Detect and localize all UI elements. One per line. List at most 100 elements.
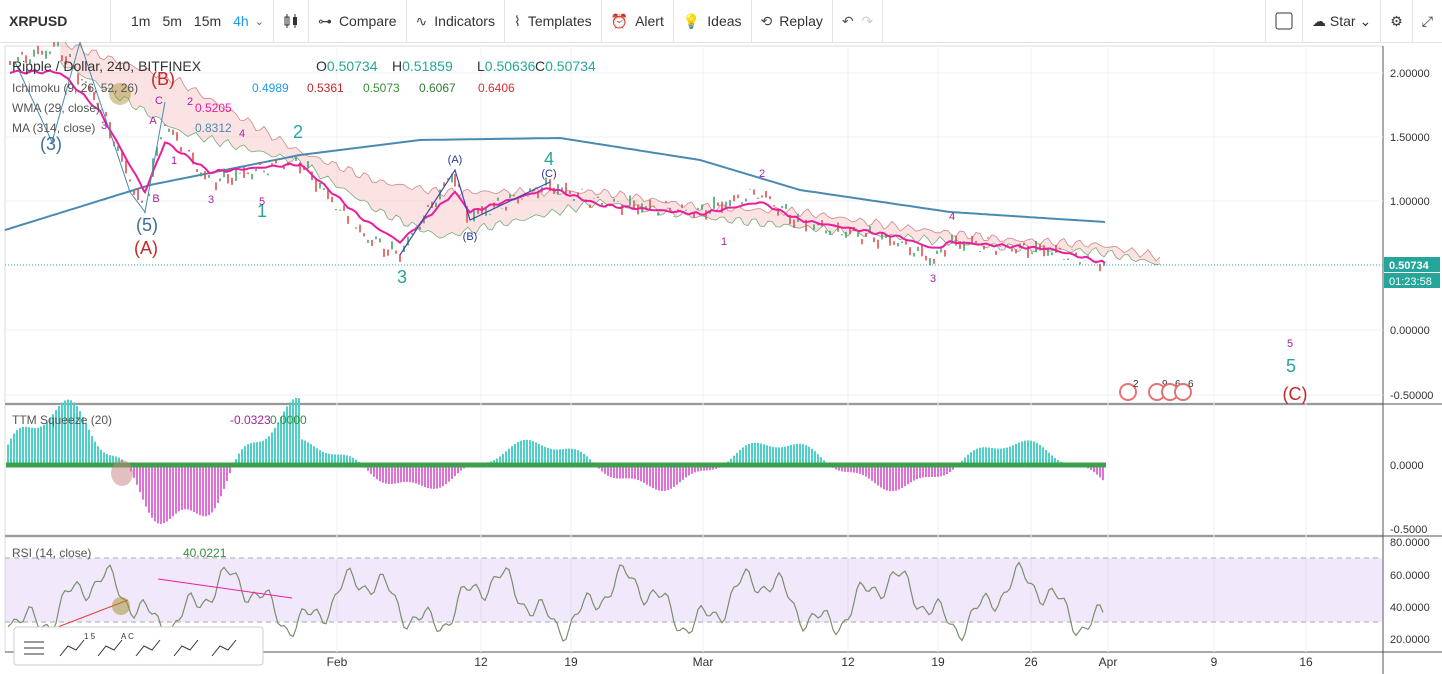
wave-label: (C)	[541, 168, 556, 180]
pane-title: TTM Squeeze (20)	[12, 413, 112, 427]
indicator-name: Ichimoku (9, 26, 52, 26)	[12, 81, 138, 95]
trend-line	[157, 578, 293, 599]
indicator-value: 0.6067	[419, 81, 456, 95]
rsi-tick: 40.0000	[1390, 602, 1430, 614]
event-flag	[1174, 383, 1192, 401]
toolbar-button[interactable]: ⌇ Templates	[505, 0, 602, 42]
marker	[111, 460, 133, 486]
wave-line	[399, 168, 551, 256]
tool-icon[interactable]	[24, 641, 44, 655]
cloud-edge	[59, 60, 1161, 266]
undo[interactable]: ↶ ↷	[833, 0, 884, 42]
time-tick: 12	[474, 655, 488, 669]
toolbar-button[interactable]: ⏰ Alert	[602, 0, 674, 42]
wave-label: 5	[259, 196, 265, 208]
fullscreen[interactable]: ⤢	[1421, 12, 1433, 29]
tool-icon[interactable]	[173, 639, 199, 657]
event-count: 2	[1133, 379, 1139, 390]
pane-value: 0.0000	[270, 413, 307, 427]
time-tick: 19	[564, 655, 578, 669]
toolbar-button[interactable]: ∿ Indicators	[407, 0, 505, 42]
ohlc: O0.50734	[316, 58, 378, 74]
wave-label: 3	[397, 267, 407, 287]
wave-label: 3	[208, 194, 214, 206]
ichimoku-cloud	[60, 42, 1160, 265]
pane-title: RSI (14, close)	[12, 546, 91, 560]
tool-icon[interactable]	[211, 639, 237, 657]
ttm-tick: -0.5000	[1390, 524, 1427, 536]
chart: 2.00000 1.50000 1.00000 0.00000 -0.50000 0.50…	[4, 42, 1442, 674]
symbol[interactable]: XRPUSD	[0, 0, 111, 42]
ohlc-key: L	[477, 58, 485, 74]
indicator-value: 0.5205	[195, 101, 232, 115]
button-label: Ideas	[707, 13, 742, 29]
marker	[109, 83, 131, 105]
rsi-tick: 20.0000	[1390, 634, 1430, 646]
ohlc-key: O	[316, 58, 327, 74]
rsi-band	[5, 558, 1383, 622]
ma-line	[4, 136, 1106, 231]
wma-line	[9, 69, 1106, 264]
price-tick: 2.00000	[1390, 68, 1430, 80]
layout-icon	[1275, 12, 1293, 30]
legend-title: Ripple / Dollar, 240, BITFINEX	[12, 58, 202, 74]
interval[interactable]: 15m	[193, 13, 222, 29]
star-label: Star	[1329, 13, 1356, 29]
pane-value: 40.0221	[183, 546, 227, 560]
time-tick: 9	[1211, 655, 1218, 669]
price-tick: 1.50000	[1390, 132, 1430, 144]
ohlc-value: 0.51859	[402, 58, 453, 74]
wave-label: 3	[101, 120, 107, 132]
price-tick: 1.00000	[1390, 196, 1430, 208]
ohlc: H0.51859	[392, 58, 453, 74]
toolbar-button[interactable]: ⟲ Replay	[752, 0, 833, 42]
indicator-value: 0.8312	[195, 121, 232, 135]
settings[interactable]: ⚙	[1381, 0, 1413, 42]
button-label: Replay	[779, 13, 823, 29]
toolbar-button[interactable]: 💡 Ideas	[674, 0, 752, 42]
time-tick: 16	[1299, 655, 1313, 669]
tool-icon[interactable]	[59, 639, 85, 657]
wave-label: B	[152, 193, 159, 205]
event-flag	[1119, 383, 1137, 401]
last-price-box	[1384, 257, 1440, 272]
time-tick: 12	[841, 655, 855, 669]
wave-label: 5	[1286, 356, 1296, 376]
time-tick: Apr	[1099, 655, 1118, 669]
price-tick: 0.00000	[1390, 325, 1430, 337]
tool-icon[interactable]	[97, 639, 123, 657]
wave-label: (B)	[463, 231, 478, 243]
indicator-name: MA (314, close)	[12, 121, 95, 135]
wave-label: 2	[187, 96, 193, 108]
interval[interactable]: 1m	[131, 13, 151, 29]
star-button[interactable]: ☁ Star ⌄	[1303, 0, 1382, 42]
wave-label: (B)	[151, 69, 175, 89]
toolbar: XRPUSD 1m 5m 15m 4h ⌄ ⊶ Compare ∿ Indicators ⌇ Te…	[0, 0, 1442, 43]
chart-type[interactable]	[274, 0, 309, 42]
interval[interactable]: 5m	[162, 13, 182, 29]
toolbar-button[interactable]: ⊶ Compare	[309, 0, 407, 42]
interval[interactable]: 4h	[233, 13, 249, 29]
time-tick: Mar	[693, 655, 714, 669]
buttons: ⊶ Compare ∿ Indicators ⌇ Templates ⏰ Alert 💡 Idea…	[309, 0, 833, 42]
event-count: 6	[1188, 379, 1194, 390]
time-tick: 19	[931, 655, 945, 669]
time-tick: Feb	[327, 655, 348, 669]
layout[interactable]	[1265, 0, 1304, 42]
button-icon: 💡	[682, 12, 701, 29]
tool-label: A C	[121, 632, 134, 641]
ttm-tick: 0.0000	[1390, 460, 1424, 472]
event-count: 6	[1175, 379, 1181, 390]
tool-icon[interactable]	[135, 639, 161, 657]
event-count: 9	[1162, 379, 1168, 390]
marker	[112, 597, 130, 615]
wave-line	[14, 42, 166, 214]
wave-label: 4	[239, 128, 245, 140]
indicator-value: 0.5361	[307, 81, 344, 95]
wave-label: (A)	[448, 154, 463, 166]
button-icon: ⏰	[610, 12, 629, 29]
button-icon: ∿	[415, 12, 428, 29]
ohlc-value: 0.50636	[485, 58, 536, 74]
countdown-box	[1384, 273, 1440, 288]
